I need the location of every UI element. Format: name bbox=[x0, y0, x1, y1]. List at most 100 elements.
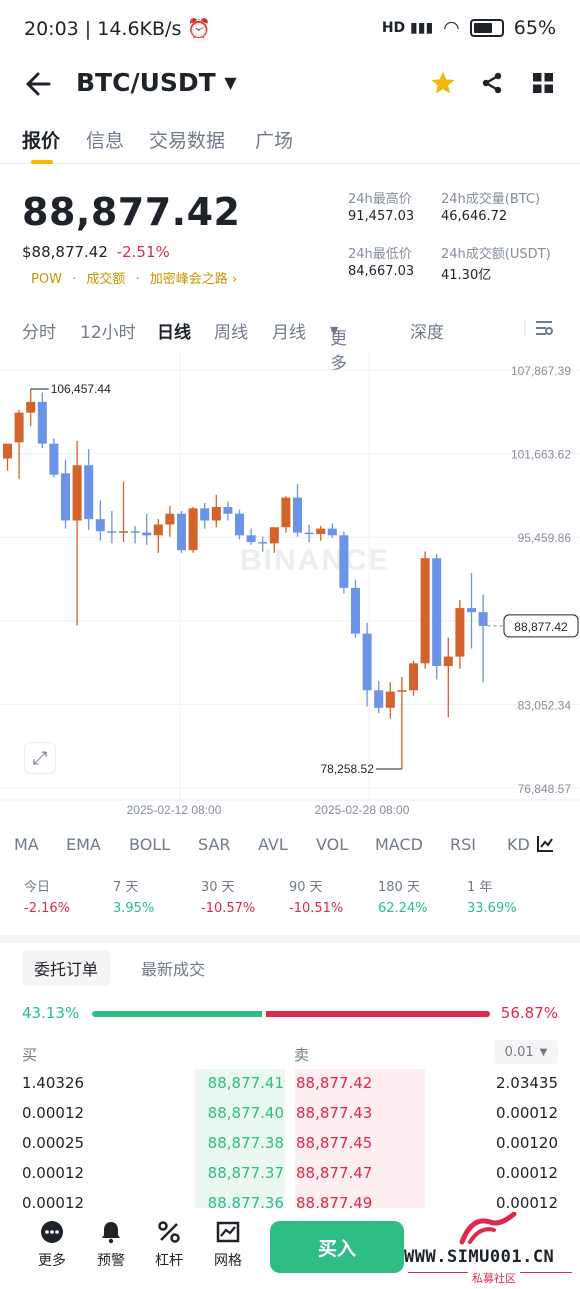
pair-title: BTC/USDT bbox=[76, 68, 216, 97]
candle bbox=[188, 508, 198, 551]
candle bbox=[84, 465, 94, 520]
indicator-macd[interactable]: MACD bbox=[375, 835, 423, 854]
site-watermark: WWW.SIMU001.CN 私募社区 bbox=[402, 1212, 580, 1289]
range-12h[interactable]: 12小时 bbox=[80, 323, 136, 343]
indicator-kd[interactable]: KD bbox=[507, 835, 530, 854]
signal-icon: HD ▮▮▮ bbox=[381, 20, 434, 36]
candle bbox=[269, 527, 279, 544]
price-sub: $88,877.42 -2.51% bbox=[22, 243, 170, 261]
high-label: 24h最高价 bbox=[348, 192, 412, 207]
section-separator bbox=[0, 935, 580, 943]
tag-summit[interactable]: 加密峰会之路 bbox=[149, 272, 228, 287]
range-selector: 分时 12小时 日线 周线 月线 更多 ▼ 深度 | bbox=[0, 312, 580, 374]
indicator-rsi[interactable]: RSI bbox=[450, 835, 476, 854]
grid-icon[interactable] bbox=[532, 72, 554, 94]
buy-button[interactable]: 买入 bbox=[270, 1221, 404, 1273]
candle bbox=[130, 531, 140, 533]
indicator-vol[interactable]: VOL bbox=[316, 835, 349, 854]
nav-more[interactable]: 更多 bbox=[30, 1220, 74, 1270]
tab-order-book[interactable]: 委托订单 bbox=[22, 950, 111, 986]
candle bbox=[339, 535, 349, 588]
tab-info[interactable]: 信息 bbox=[86, 130, 125, 152]
candle bbox=[385, 691, 395, 708]
sell-ratio: 56.87% bbox=[500, 1004, 558, 1022]
y-tick-label: 76,848.57 bbox=[518, 782, 572, 796]
indicator-sar[interactable]: SAR bbox=[198, 835, 231, 854]
candle bbox=[165, 513, 175, 525]
chart-settings-icon[interactable] bbox=[534, 318, 554, 338]
indicator-ema[interactable]: EMA bbox=[66, 835, 101, 854]
candle bbox=[26, 401, 36, 413]
nav-grid[interactable]: 网格 bbox=[206, 1220, 250, 1270]
candle bbox=[246, 535, 256, 543]
candle bbox=[374, 690, 384, 708]
back-arrow-icon[interactable] bbox=[24, 71, 52, 97]
candle bbox=[467, 608, 476, 613]
x-tick-label: 2025-02-28 08:00 bbox=[315, 803, 410, 817]
orderbook-row[interactable]: 0.00012 88,877.40 88,877.43 0.00012 bbox=[0, 1099, 580, 1129]
range-monthly[interactable]: 月线 bbox=[272, 323, 306, 343]
low-annotation: 78,258.52 bbox=[321, 762, 375, 776]
range-depth[interactable]: 深度 bbox=[410, 323, 444, 343]
perf-1y: 1 年 33.69% bbox=[467, 880, 517, 916]
nav-leverage[interactable]: 杠杆 bbox=[147, 1220, 191, 1270]
candle bbox=[432, 558, 442, 667]
indicator-avl[interactable]: AVL bbox=[258, 835, 288, 854]
candle bbox=[258, 542, 268, 544]
candle bbox=[351, 587, 360, 634]
vol-usdt-value: 41.30亿 bbox=[441, 268, 492, 283]
range-timeshare[interactable]: 分时 bbox=[22, 323, 56, 343]
candle bbox=[95, 519, 105, 532]
tab-trading-data[interactable]: 交易数据 bbox=[149, 130, 226, 152]
candle bbox=[177, 513, 186, 551]
candle bbox=[119, 531, 128, 533]
candle bbox=[107, 531, 117, 533]
caret-down-icon: ▼ bbox=[330, 324, 339, 337]
perf-180d: 180 天 62.24% bbox=[378, 880, 428, 916]
candle bbox=[443, 656, 453, 667]
sell-column-label: 卖 bbox=[294, 1046, 310, 1064]
alarm-icon: ⏰ bbox=[187, 18, 212, 40]
precision-select[interactable]: 0.01 ▼ bbox=[494, 1040, 558, 1064]
tag-pow[interactable]: POW bbox=[31, 272, 62, 287]
orderbook-row[interactable]: 0.00012 88,877.37 88,877.47 0.00012 bbox=[0, 1159, 580, 1189]
indicator-settings-icon[interactable] bbox=[535, 834, 555, 854]
status-right: HD ▮▮▮ ◠ 65% bbox=[382, 17, 556, 39]
orderbook-header: 买 卖 0.01 ▼ bbox=[0, 1040, 580, 1066]
candlestick-chart[interactable]: BINANCE107,867.39101,663.6295,459.8689,2… bbox=[0, 352, 580, 822]
range-weekly[interactable]: 周线 bbox=[214, 323, 248, 343]
price-tags: POW · 成交额 · 加密峰会之路 › bbox=[31, 272, 238, 287]
grid-trading-icon bbox=[216, 1221, 240, 1243]
indicator-boll[interactable]: BOLL bbox=[129, 835, 171, 854]
range-daily[interactable]: 日线 bbox=[157, 323, 191, 343]
x-tick-label: 2025-02-12 08:00 bbox=[127, 803, 222, 817]
ratio-track bbox=[92, 1011, 490, 1017]
vol-usdt-label: 24h成交额(USDT) bbox=[441, 247, 551, 262]
more-icon bbox=[41, 1221, 63, 1243]
candle bbox=[235, 513, 244, 536]
candle bbox=[72, 465, 82, 521]
page-tabs: 报价 信息 交易数据 广场 bbox=[0, 118, 580, 164]
chevron-right-icon: › bbox=[231, 272, 238, 287]
indicator-ma[interactable]: MA bbox=[14, 835, 39, 854]
top-bar: BTC/USDT ▼ bbox=[0, 58, 580, 112]
candle bbox=[316, 528, 326, 534]
pair-selector[interactable]: BTC/USDT ▼ bbox=[76, 68, 237, 97]
tab-square[interactable]: 广场 bbox=[255, 130, 294, 152]
nav-alert[interactable]: 预警 bbox=[89, 1220, 133, 1270]
expand-icon[interactable]: ⤢ bbox=[24, 742, 56, 774]
tab-latest-trades[interactable]: 最新成交 bbox=[141, 960, 206, 979]
tag-turnover[interactable]: 成交额 bbox=[86, 272, 126, 287]
share-icon[interactable] bbox=[480, 71, 504, 95]
divider: | bbox=[522, 318, 528, 338]
chart-watermark: BINANCE bbox=[240, 544, 391, 577]
orderbook-row[interactable]: 0.00012 88,877.36 88,877.49 0.00012 bbox=[0, 1189, 580, 1209]
usd-price: $88,877.42 bbox=[22, 243, 108, 261]
candle bbox=[3, 443, 12, 459]
watermark-sub: 私募社区 bbox=[468, 1270, 520, 1286]
orderbook-row[interactable]: 1.40326 88,877.41 88,877.42 2.03435 bbox=[0, 1069, 580, 1099]
tab-quote[interactable]: 报价 bbox=[22, 130, 61, 152]
orderbook-row[interactable]: 0.00025 88,877.38 88,877.45 0.00120 bbox=[0, 1129, 580, 1159]
candle bbox=[200, 508, 210, 521]
star-icon[interactable] bbox=[430, 70, 456, 96]
